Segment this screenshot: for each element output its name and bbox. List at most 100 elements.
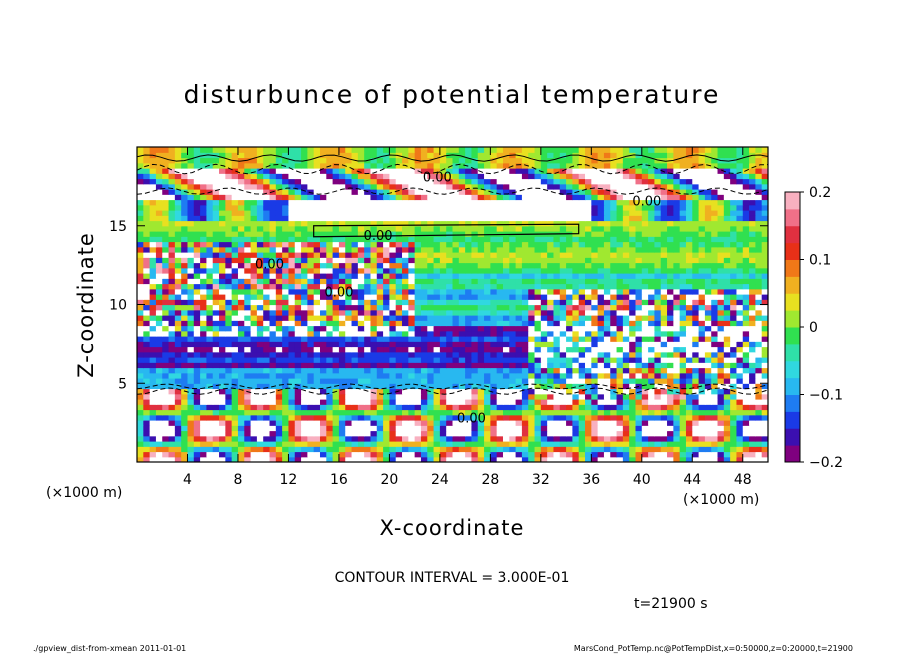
heatmap-cell [660, 357, 668, 363]
heatmap-cell [357, 231, 365, 237]
heatmap-cell [446, 378, 454, 384]
heatmap-cell [383, 210, 390, 216]
heatmap-cell [168, 414, 176, 421]
heatmap-cell [585, 357, 592, 363]
heatmap-cell [597, 404, 605, 411]
heatmap-cell [654, 451, 662, 458]
heatmap-cell [484, 220, 491, 227]
heatmap-cell [458, 299, 466, 306]
heatmap-cell [742, 367, 750, 374]
heatmap-cell [566, 409, 573, 416]
heatmap-cell [433, 346, 441, 353]
heatmap-cell [540, 435, 548, 442]
heatmap-cell [256, 435, 264, 442]
heatmap-cell [319, 225, 327, 232]
heatmap-cell [162, 372, 170, 379]
heatmap-cell [679, 441, 687, 447]
heatmap-cell [730, 430, 738, 437]
heatmap-cell [174, 204, 182, 211]
heatmap-cell [490, 304, 498, 311]
heatmap-cell [591, 404, 599, 411]
heatmap-cell [420, 325, 428, 332]
heatmap-cell [704, 257, 712, 264]
heatmap-cell [496, 257, 504, 264]
heatmap-cell [263, 246, 271, 253]
heatmap-cell [395, 288, 403, 295]
heatmap-cell [654, 367, 662, 374]
heatmap-cell [219, 283, 226, 290]
heatmap-cell [155, 252, 163, 258]
heatmap-cell [471, 215, 479, 222]
heatmap-cell [408, 294, 416, 300]
heatmap-cell [559, 273, 567, 279]
heatmap-cell [534, 378, 542, 384]
heatmap-cell [395, 330, 403, 337]
heatmap-cell [622, 215, 630, 222]
heatmap-cell [313, 231, 321, 237]
heatmap-cell [174, 252, 182, 258]
heatmap-cell [364, 210, 372, 216]
heatmap-cell [256, 441, 264, 447]
heatmap-cell [225, 341, 233, 348]
heatmap-cell [256, 262, 264, 269]
heatmap-cell [685, 204, 693, 211]
heatmap-cell [256, 309, 264, 316]
heatmap-cell [288, 315, 296, 321]
heatmap-cell [408, 430, 416, 437]
heatmap-cell [345, 451, 353, 458]
heatmap-cell [629, 414, 637, 421]
heatmap-cell [181, 446, 189, 453]
heatmap-cell [200, 357, 208, 363]
heatmap-cell [509, 304, 517, 311]
heatmap-cell [547, 393, 555, 400]
heatmap-cell [667, 241, 674, 248]
heatmap-cell [313, 351, 321, 358]
heatmap-cell [458, 315, 466, 321]
heatmap-cell [660, 441, 668, 447]
heatmap-cell [137, 225, 144, 232]
heatmap-cell [597, 399, 605, 405]
heatmap-cell [244, 215, 252, 222]
heatmap-cell [572, 241, 580, 248]
heatmap-cell [345, 446, 353, 453]
heatmap-cell [313, 456, 321, 462]
heatmap-cell [351, 199, 359, 206]
heatmap-cell [452, 362, 460, 369]
heatmap-cell [692, 283, 700, 290]
heatmap-cell [200, 267, 208, 274]
heatmap-cell [351, 451, 359, 458]
heatmap-cell [313, 393, 321, 400]
heatmap-cell [484, 304, 491, 311]
heatmap-cell [711, 215, 719, 222]
heatmap-cell [137, 288, 144, 295]
heatmap-cell [187, 325, 195, 332]
heatmap-cell [307, 262, 315, 269]
heatmap-cell [395, 393, 403, 400]
heatmap-cell [143, 241, 151, 248]
heatmap-cell [673, 383, 681, 390]
heatmap-cell [357, 215, 365, 222]
heatmap-cell [193, 420, 201, 426]
heatmap-cell [578, 351, 586, 358]
heatmap-cell [237, 325, 245, 332]
heatmap-cell [490, 451, 498, 458]
heatmap-cell [420, 378, 428, 384]
heatmap-cell [313, 215, 321, 222]
heatmap-cell [465, 362, 473, 369]
heatmap-cell [502, 199, 510, 206]
heatmap-cell [660, 210, 668, 216]
heatmap-cell [364, 378, 372, 384]
heatmap-cell [723, 320, 731, 327]
heatmap-cell [591, 299, 599, 306]
heatmap-cell [515, 309, 523, 316]
heatmap-cell [357, 362, 365, 369]
heatmap-cell [698, 231, 706, 237]
heatmap-cell [755, 388, 763, 395]
heatmap-cell [616, 330, 624, 337]
heatmap-cell [307, 351, 315, 358]
heatmap-cell [717, 346, 725, 353]
heatmap-cell [149, 304, 157, 311]
heatmap-cell [667, 341, 674, 348]
heatmap-cell [698, 378, 706, 384]
heatmap-cell [383, 383, 390, 390]
